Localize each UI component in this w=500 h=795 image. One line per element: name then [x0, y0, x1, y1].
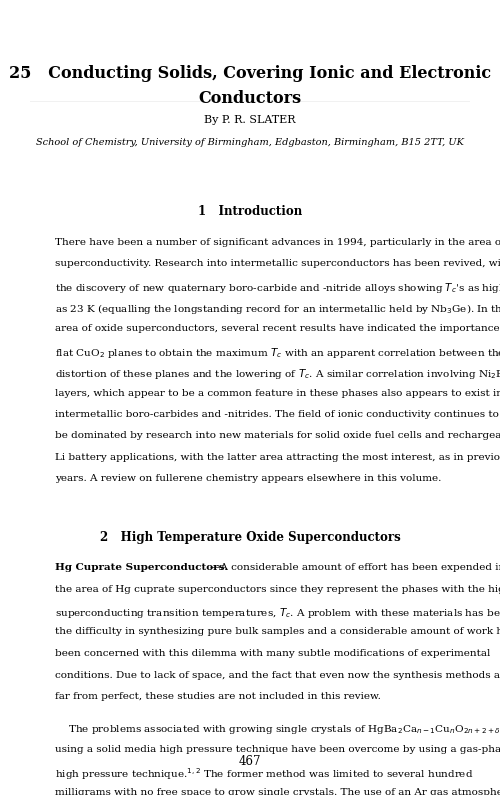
Text: far from perfect, these studies are not included in this review.: far from perfect, these studies are not …: [55, 692, 381, 701]
Text: The problems associated with growing single crystals of HgBa$_2$Ca$_{n-1}$Cu$_n$: The problems associated with growing sin…: [55, 723, 500, 736]
Text: School of Chemistry, University of Birmingham, Edgbaston, Birmingham, B15 2TT, U: School of Chemistry, University of Birmi…: [36, 138, 464, 147]
Text: milligrams with no free space to grow single crystals. The use of an Ar gas atmo: milligrams with no free space to grow si…: [55, 788, 500, 795]
Text: years. A review on fullerene chemistry appears elsewhere in this volume.: years. A review on fullerene chemistry a…: [55, 475, 442, 483]
Text: —A considerable amount of effort has been expended in: —A considerable amount of effort has bee…: [210, 563, 500, 572]
Text: be dominated by research into new materials for solid oxide fuel cells and recha: be dominated by research into new materi…: [55, 432, 500, 440]
Text: Li battery applications, with the latter area attracting the most interest, as i: Li battery applications, with the latter…: [55, 453, 500, 462]
Text: area of oxide superconductors, several recent results have indicated the importa: area of oxide superconductors, several r…: [55, 324, 500, 333]
Text: as 23 K (equalling the longstanding record for an intermetallic held by Nb$_3$Ge: as 23 K (equalling the longstanding reco…: [55, 303, 500, 316]
Text: Hg Cuprate Superconductors.: Hg Cuprate Superconductors.: [55, 563, 228, 572]
Text: 467: 467: [239, 755, 261, 768]
Text: high pressure technique.$^{1,2}$ The former method was limited to several hundre: high pressure technique.$^{1,2}$ The for…: [55, 766, 474, 782]
Text: been concerned with this dilemma with many subtle modifications of experimental: been concerned with this dilemma with ma…: [55, 649, 490, 658]
Text: 2   High Temperature Oxide Superconductors: 2 High Temperature Oxide Superconductors: [100, 531, 401, 544]
Text: 1   Introduction: 1 Introduction: [198, 205, 302, 218]
Text: superconductivity. Research into intermetallic superconductors has been revived,: superconductivity. Research into interme…: [55, 259, 500, 269]
Text: conditions. Due to lack of space, and the fact that even now the synthesis metho: conditions. Due to lack of space, and th…: [55, 670, 500, 680]
Text: intermetallic boro-carbides and -nitrides. The field of ionic conductivity conti: intermetallic boro-carbides and -nitride…: [55, 410, 499, 419]
Text: the discovery of new quaternary boro-carbide and -nitride alloys showing $T_c$'s: the discovery of new quaternary boro-car…: [55, 281, 500, 295]
Text: 25   Conducting Solids, Covering Ionic and Electronic: 25 Conducting Solids, Covering Ionic and…: [9, 65, 491, 82]
Text: the difficulty in synthesizing pure bulk samples and a considerable amount of wo: the difficulty in synthesizing pure bulk…: [55, 627, 500, 637]
Text: distortion of these planes and the lowering of $T_c$. A similar correlation invo: distortion of these planes and the lower…: [55, 367, 500, 381]
Text: using a solid media high pressure technique have been overcome by using a gas-ph: using a solid media high pressure techni…: [55, 745, 500, 754]
Text: superconducting transition temperatures, $T_c$. A problem with these materials h: superconducting transition temperatures,…: [55, 606, 500, 620]
Text: flat CuO$_2$ planes to obtain the maximum $T_c$ with an apparent correlation bet: flat CuO$_2$ planes to obtain the maximu…: [55, 346, 500, 359]
Text: Conductors: Conductors: [198, 90, 302, 107]
Text: By P. R. SLATER: By P. R. SLATER: [204, 115, 296, 125]
Text: layers, which appear to be a common feature in these phases also appears to exis: layers, which appear to be a common feat…: [55, 389, 500, 398]
Text: the area of Hg cuprate superconductors since they represent the phases with the : the area of Hg cuprate superconductors s…: [55, 584, 500, 594]
Text: There have been a number of significant advances in 1994, particularly in the ar: There have been a number of significant …: [55, 238, 500, 247]
